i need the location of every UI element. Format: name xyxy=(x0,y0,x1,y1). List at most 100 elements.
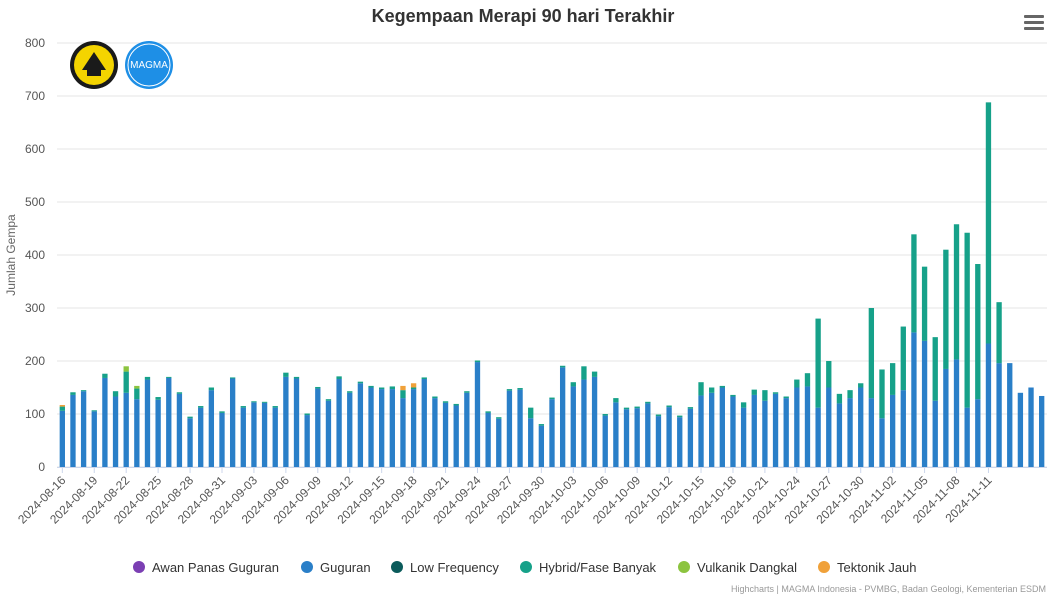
bar-segment[interactable] xyxy=(272,406,278,408)
bar-segment[interactable] xyxy=(634,406,640,409)
bar-segment[interactable] xyxy=(953,224,960,360)
bar-segment[interactable] xyxy=(815,318,821,408)
bar-segment[interactable] xyxy=(432,398,438,467)
bar-segment[interactable] xyxy=(740,402,747,408)
bar-segment[interactable] xyxy=(740,407,747,467)
bar-segment[interactable] xyxy=(442,401,449,403)
bar-segment[interactable] xyxy=(506,389,513,391)
bar-segment[interactable] xyxy=(485,412,491,467)
bar-segment[interactable] xyxy=(421,379,427,467)
bar-segment[interactable] xyxy=(889,394,896,467)
bar-segment[interactable] xyxy=(932,337,938,401)
bar-segment[interactable] xyxy=(655,414,662,417)
bar-segment[interactable] xyxy=(528,407,534,419)
bar-segment[interactable] xyxy=(698,395,704,467)
bar-segment[interactable] xyxy=(762,400,768,467)
bar-segment[interactable] xyxy=(112,396,119,467)
bar-segment[interactable] xyxy=(826,387,832,468)
bar-segment[interactable] xyxy=(208,387,215,391)
bar-segment[interactable] xyxy=(347,391,353,393)
bar-segment[interactable] xyxy=(400,390,406,399)
bar-segment[interactable] xyxy=(858,387,864,468)
bar-segment[interactable] xyxy=(549,399,555,467)
bar-segment[interactable] xyxy=(687,407,694,409)
bar-segment[interactable] xyxy=(315,388,321,467)
bar-segment[interactable] xyxy=(91,411,97,467)
bar-segment[interactable] xyxy=(772,392,779,394)
bar-segment[interactable] xyxy=(1028,387,1034,468)
bar-segment[interactable] xyxy=(613,398,619,403)
bar-segment[interactable] xyxy=(645,401,651,404)
bar-segment[interactable] xyxy=(59,406,65,411)
bar-segment[interactable] xyxy=(517,388,523,390)
bar-segment[interactable] xyxy=(464,392,470,467)
bar-segment[interactable] xyxy=(559,365,566,368)
bar-segment[interactable] xyxy=(794,387,800,468)
bar-segment[interactable] xyxy=(59,410,65,467)
bar-segment[interactable] xyxy=(826,361,832,388)
legend[interactable]: Awan Panas Guguran Guguran Low Frequency Hy… xyxy=(133,560,917,575)
bar-segment[interactable] xyxy=(112,391,119,397)
bar-segment[interactable] xyxy=(123,366,129,372)
bar-segment[interactable] xyxy=(229,378,236,467)
bar-segment[interactable] xyxy=(591,371,598,377)
bar-segment[interactable] xyxy=(410,389,417,467)
bar-segment[interactable] xyxy=(677,415,683,418)
bar-segment[interactable] xyxy=(783,398,789,467)
bar-segment[interactable] xyxy=(783,396,789,399)
bar-segment[interactable] xyxy=(485,411,491,413)
bar-segment[interactable] xyxy=(868,398,875,467)
bar-segment[interactable] xyxy=(932,400,938,467)
bar-segment[interactable] xyxy=(836,403,843,467)
bar-segment[interactable] xyxy=(336,376,342,380)
bar-segment[interactable] xyxy=(666,405,672,408)
bar-segment[interactable] xyxy=(442,402,449,467)
bar-segment[interactable] xyxy=(815,407,821,467)
bar-segment[interactable] xyxy=(687,408,694,467)
bar-segment[interactable] xyxy=(528,418,534,467)
bar-segment[interactable] xyxy=(166,377,172,467)
bar-segment[interactable] xyxy=(559,367,566,467)
bar-segment[interactable] xyxy=(144,379,151,467)
bar-segment[interactable] xyxy=(719,387,725,468)
bar-segment[interactable] xyxy=(804,386,811,467)
bar-segment[interactable] xyxy=(570,386,576,467)
bar-segment[interactable] xyxy=(389,386,395,390)
bar-segment[interactable] xyxy=(325,400,332,467)
bar-segment[interactable] xyxy=(251,401,257,403)
bar-segment[interactable] xyxy=(453,405,459,467)
bar-segment[interactable] xyxy=(943,249,949,369)
bar-segment[interactable] xyxy=(996,302,1002,364)
bar-segment[interactable] xyxy=(804,373,811,387)
bar-segment[interactable] xyxy=(517,389,523,467)
bar-segment[interactable] xyxy=(155,399,161,467)
credits-text[interactable]: Highcharts | MAGMA Indonesia - PVMBG, Ba… xyxy=(731,584,1046,594)
bar-segment[interactable] xyxy=(730,396,736,467)
bar-segment[interactable] xyxy=(410,383,417,388)
bar-segment[interactable] xyxy=(868,308,875,399)
bar-segment[interactable] xyxy=(304,415,310,467)
bar-segment[interactable] xyxy=(964,232,970,408)
bar-segment[interactable] xyxy=(261,401,268,403)
bar-segment[interactable] xyxy=(59,404,65,407)
bar-segment[interactable] xyxy=(453,403,459,406)
bar-segment[interactable] xyxy=(911,234,917,333)
bar-segment[interactable] xyxy=(379,387,385,390)
bar-segment[interactable] xyxy=(581,379,587,467)
bar-segment[interactable] xyxy=(709,392,715,467)
bar-segment[interactable] xyxy=(219,411,225,413)
legend-item[interactable]: Low Frequency xyxy=(391,560,499,575)
bar-segment[interactable] xyxy=(836,393,843,404)
bar-segment[interactable] xyxy=(751,389,757,395)
bar-segment[interactable] xyxy=(730,394,736,397)
bar-segment[interactable] xyxy=(847,390,853,399)
bar-segment[interactable] xyxy=(1039,395,1045,467)
bar-segment[interactable] xyxy=(911,332,917,467)
bar-segment[interactable] xyxy=(496,417,502,419)
bar-segment[interactable] xyxy=(379,389,385,467)
bar-segment[interactable] xyxy=(666,407,672,467)
bar-segment[interactable] xyxy=(134,399,140,467)
bar-segment[interactable] xyxy=(985,102,992,344)
bar-segment[interactable] xyxy=(953,359,960,467)
legend-item[interactable]: Guguran xyxy=(301,560,371,575)
